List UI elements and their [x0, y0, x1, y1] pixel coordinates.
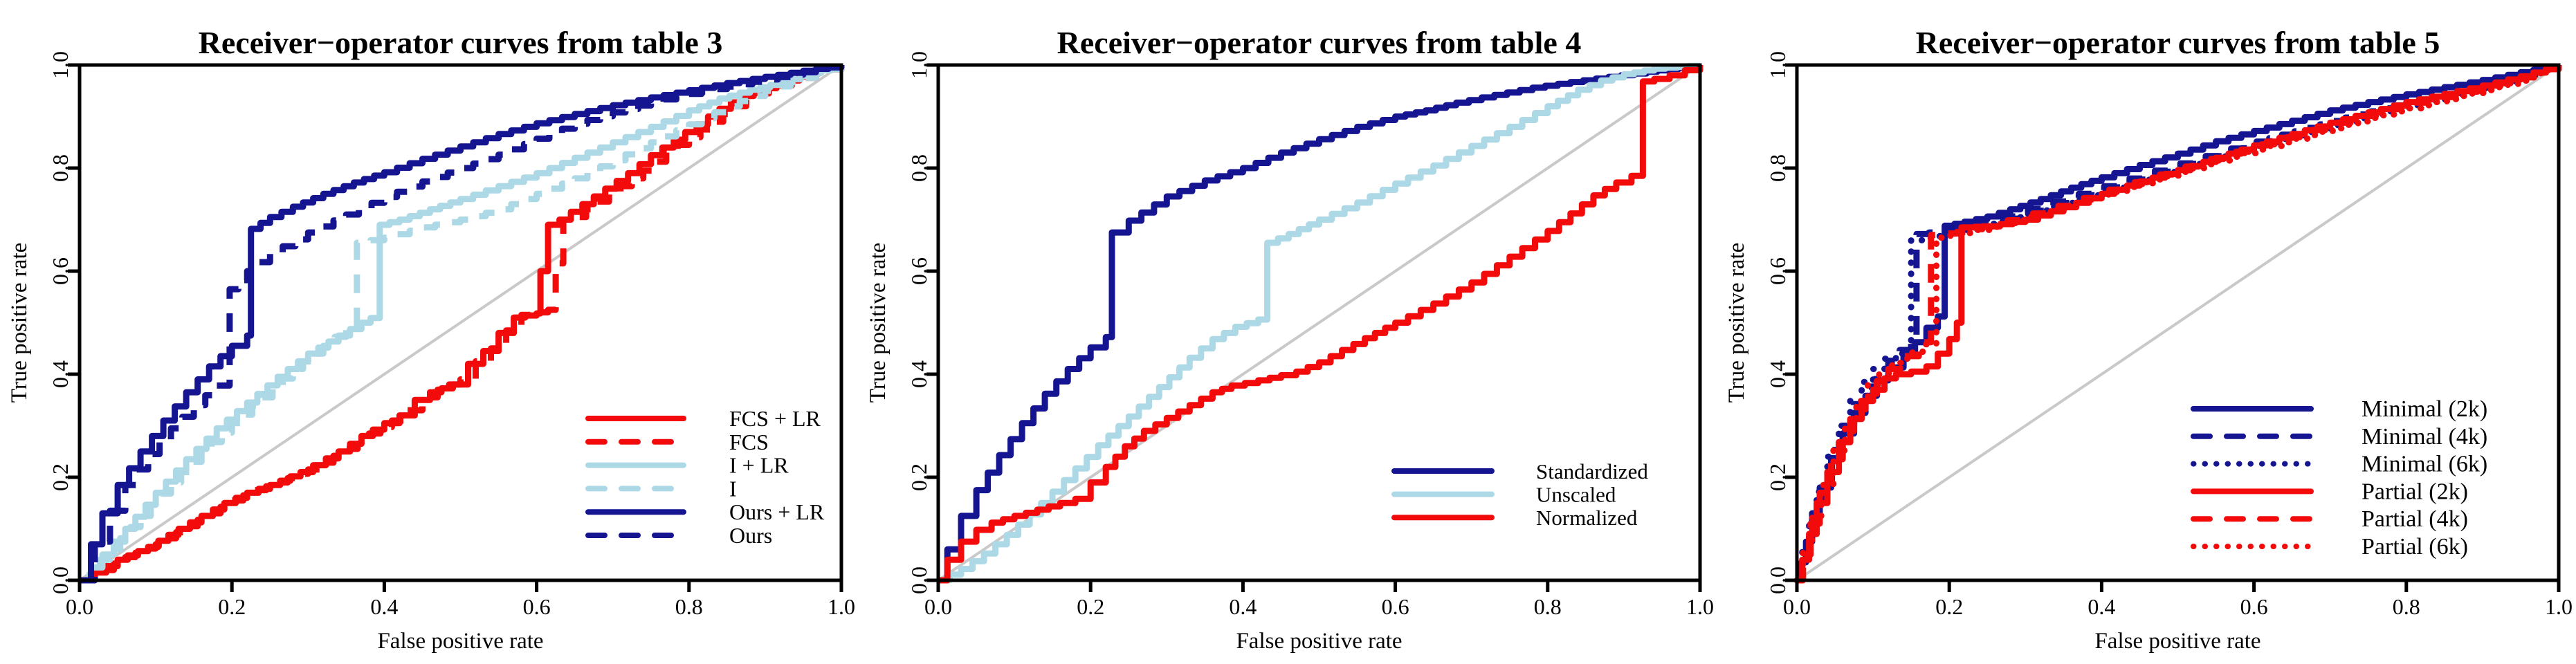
x-tick-label: 0.4	[2088, 594, 2115, 619]
roc-curve-i	[80, 65, 845, 584]
legend-label-ours-lr: Ours + LR	[729, 499, 825, 524]
plot-box	[77, 63, 843, 582]
diagonal-reference-line	[78, 64, 843, 582]
roc-curve-fcs	[80, 65, 845, 584]
x-tick-label: 0.8	[2393, 594, 2420, 619]
y-tick-label: 0.0	[48, 566, 73, 594]
x-tick-label: 1.0	[2545, 594, 2573, 619]
x-axis-label: False positive rate	[2094, 629, 2260, 654]
legend-label-normalized: Normalized	[1536, 506, 1638, 530]
y-tick-label: 1.0	[48, 51, 73, 79]
y-tick-label: 1.0	[906, 51, 931, 79]
panel-title: Receiver−operator curves from table 4	[1057, 25, 1582, 60]
legend-label-i: I	[729, 476, 737, 501]
plot-box	[936, 63, 1702, 582]
roc-curve-i-lr	[80, 64, 845, 584]
legend-label-i-lr: I + LR	[729, 453, 789, 478]
roc-chart: 0.0 0.2 0.4 0.6 0.8 1.0 0.0 0.2 0.4 0.6 0.8 1.0 Rece…	[866, 25, 1714, 654]
y-tick-label: 0.6	[906, 257, 931, 285]
legend-label-unscaled: Unscaled	[1536, 483, 1616, 507]
y-tick-label: 0.2	[906, 463, 931, 491]
y-tick-label: 1.0	[1765, 51, 1790, 79]
diagonal-reference-line	[1796, 64, 2560, 582]
y-tick-label: 0.4	[48, 360, 73, 388]
legend-label-partial-6k: Partial (6k)	[2362, 534, 2468, 560]
legend-label-partial-4k: Partial (4k)	[2362, 506, 2468, 532]
x-tick-label: 0.0	[1783, 594, 1811, 619]
x-tick-label: 0.0	[924, 594, 952, 619]
y-tick-label: 0.4	[1765, 360, 1790, 388]
x-tick-label: 0.8	[1534, 594, 1562, 619]
x-tick-label: 0.6	[1382, 594, 1409, 619]
x-tick-label: 0.2	[1077, 594, 1104, 619]
x-tick-label: 0.0	[66, 594, 93, 619]
y-tick-label: 0.4	[906, 360, 931, 388]
legend-label-ours: Ours	[729, 523, 772, 548]
legend-label-minimal-2k: Minimal (2k)	[2362, 396, 2487, 422]
roc-curve-ours-lr	[80, 64, 845, 584]
plot-box	[1795, 63, 2561, 582]
x-axis-label: False positive rate	[1236, 629, 1402, 654]
y-tick-label: 0.0	[1765, 566, 1790, 594]
legend-label-fcs-lr: FCS + LR	[729, 406, 821, 431]
legend: Minimal (2k)Minimal (4k)Minimal (6k)Part…	[2191, 396, 2487, 560]
x-tick-label: 0.4	[1229, 594, 1257, 619]
y-tick-label: 0.0	[906, 566, 931, 594]
legend-label-standardized: Standardized	[1536, 459, 1648, 483]
roc-panel-table-4: 0.0 0.2 0.4 0.6 0.8 1.0 0.0 0.2 0.4 0.6 0.8 1.0 Rece…	[859, 0, 1717, 664]
roc-curve-partial-4k	[1797, 65, 2562, 584]
y-axis-label: True positive rate	[7, 243, 32, 403]
legend-label-minimal-4k: Minimal (4k)	[2362, 424, 2487, 450]
legend-label-minimal-6k: Minimal (6k)	[2362, 452, 2487, 477]
roc-curve-unscaled	[938, 62, 1703, 584]
x-tick-label: 0.8	[675, 594, 703, 619]
panel-title: Receiver−operator curves from table 5	[1916, 25, 2440, 60]
y-tick-label: 0.6	[48, 257, 73, 285]
x-tick-label: 0.2	[1935, 594, 1963, 619]
legend-label-fcs: FCS	[729, 430, 769, 454]
x-tick-label: 0.6	[523, 594, 551, 619]
roc-curve-ours	[80, 64, 845, 584]
roc-curve-partial-6k	[1793, 62, 2562, 584]
roc-chart: 0.0 0.2 0.4 0.6 0.8 1.0 0.0 0.2 0.4 0.6 0.8 1.0 Rece…	[1724, 25, 2573, 654]
x-axis-label: False positive rate	[377, 629, 543, 654]
y-axis-label: True positive rate	[866, 243, 890, 403]
roc-panel-table-5: 0.0 0.2 0.4 0.6 0.8 1.0 0.0 0.2 0.4 0.6 0.8 1.0 Rece…	[1717, 0, 2576, 664]
y-tick-label: 0.8	[48, 154, 73, 182]
x-tick-label: 0.2	[218, 594, 246, 619]
roc-curve-normalized	[938, 65, 1703, 584]
x-tick-label: 1.0	[828, 594, 855, 619]
y-tick-label: 0.2	[1765, 463, 1790, 491]
roc-curve-minimal-4k	[1797, 65, 2562, 584]
y-axis-label: True positive rate	[1724, 243, 1749, 403]
panel-title: Receiver−operator curves from table 3	[199, 25, 723, 60]
x-tick-label: 0.6	[2240, 594, 2268, 619]
y-tick-label: 0.2	[48, 463, 73, 491]
roc-panel-table-3: 0.0 0.2 0.4 0.6 0.8 1.0 0.0 0.2 0.4 0.6 0.8 1.0 Rece…	[0, 0, 859, 664]
y-tick-label: 0.8	[1765, 154, 1790, 182]
y-tick-label: 0.8	[906, 154, 931, 182]
x-tick-label: 0.4	[370, 594, 398, 619]
x-tick-label: 1.0	[1686, 594, 1714, 619]
y-tick-label: 0.6	[1765, 257, 1790, 285]
roc-chart: 0.0 0.2 0.4 0.6 0.8 1.0 0.0 0.2 0.4 0.6 0.8 1.0 Rece…	[7, 25, 855, 654]
roc-curve-standardized	[938, 63, 1703, 584]
legend-label-partial-2k: Partial (2k)	[2362, 479, 2468, 504]
